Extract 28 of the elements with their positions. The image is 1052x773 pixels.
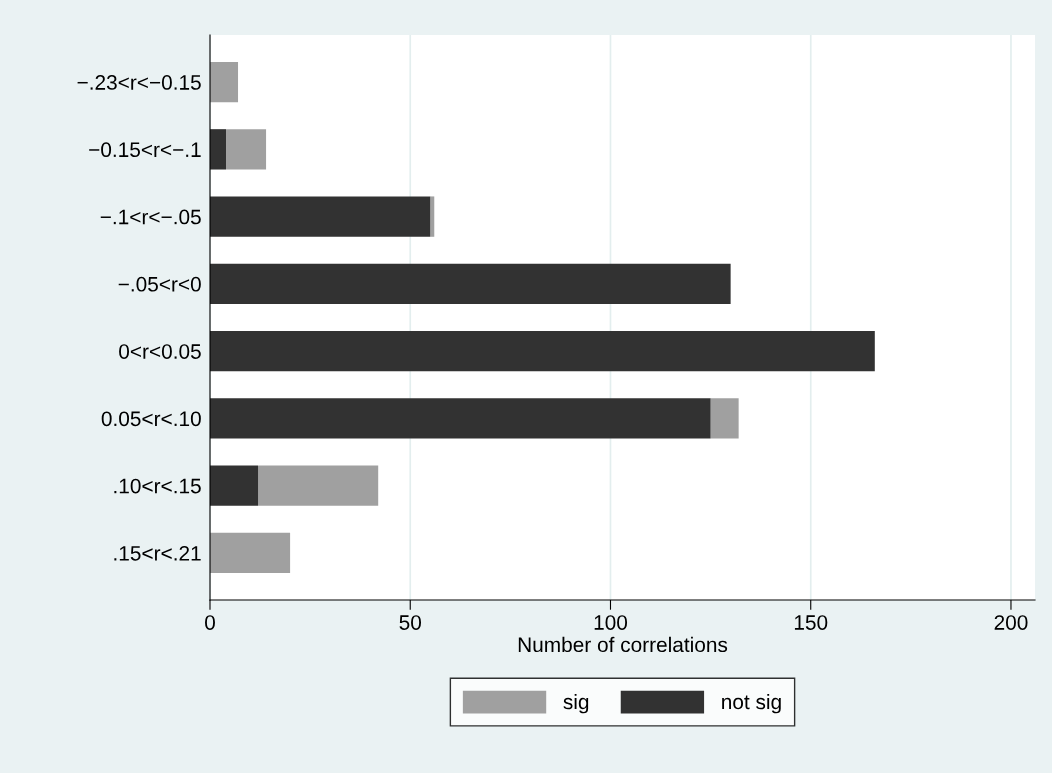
y-tick-label: .10<r<.15 — [114, 478, 201, 494]
x-tick-label: 200 — [994, 615, 1028, 630]
bar — [430, 196, 435, 237]
bar — [258, 465, 379, 506]
y-tick-label: 0.05<r<.10 — [101, 411, 201, 427]
x-tick-label: 0 — [205, 615, 215, 630]
y-tick-label: −.1<r<−.05 — [100, 209, 201, 225]
bar — [210, 465, 259, 506]
x-axis-title: Number of correlations — [518, 636, 728, 653]
bar — [210, 398, 711, 439]
y-tick-label: −.05<r<0 — [118, 276, 201, 292]
bar — [210, 196, 431, 237]
legend-label: not sig — [722, 693, 781, 714]
x-tick-label: 100 — [594, 615, 628, 630]
x-tick-label: 50 — [399, 615, 422, 630]
bar — [210, 129, 227, 170]
bar — [210, 61, 239, 103]
bar — [710, 398, 739, 439]
y-tick-label: .15<r<.21 — [114, 545, 201, 561]
bar — [210, 532, 291, 574]
x-tick-label: 150 — [794, 615, 828, 630]
bar — [210, 330, 875, 372]
legend-label: sig — [563, 693, 589, 714]
y-tick-label: −0.15<r<−.1 — [89, 142, 201, 158]
bar — [226, 129, 267, 170]
y-tick-label: 0<r<0.05 — [119, 344, 201, 359]
y-tick-label: −.23<r<−0.15 — [77, 75, 201, 90]
bar — [210, 263, 731, 305]
